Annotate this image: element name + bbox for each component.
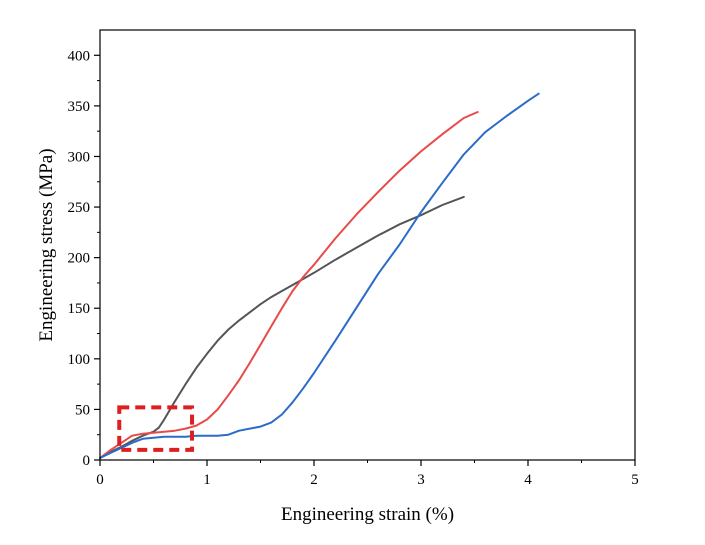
x-tick-label: 2 bbox=[310, 472, 318, 488]
highlight-dashed-box bbox=[117, 405, 195, 452]
x-axis-title: Engineering strain (%) bbox=[281, 504, 454, 525]
x-tick-label: 4 bbox=[524, 472, 532, 488]
x-tick-label: 5 bbox=[631, 472, 639, 488]
series-line-3 bbox=[99, 92, 540, 459]
x-tick-label: 0 bbox=[96, 472, 104, 488]
y-tick-label: 50 bbox=[75, 402, 90, 418]
annotation-layer bbox=[117, 405, 195, 452]
y-tick-label: 150 bbox=[68, 301, 91, 317]
y-axis-title: Engineering stress (MPa) bbox=[36, 148, 57, 341]
plot-frame bbox=[99, 29, 636, 461]
series-layer bbox=[99, 92, 540, 459]
y-tick-label: 400 bbox=[68, 48, 91, 64]
y-tick-label: 350 bbox=[68, 99, 91, 115]
y-tick-label: 100 bbox=[68, 352, 91, 368]
series-line-1 bbox=[99, 195, 465, 459]
series-line-2 bbox=[99, 111, 479, 459]
x-tick-label: 3 bbox=[417, 472, 425, 488]
y-tick-label: 250 bbox=[68, 200, 91, 216]
y-tick-label: 200 bbox=[68, 251, 91, 267]
y-tick-label: 0 bbox=[83, 453, 91, 469]
y-tick-label: 300 bbox=[68, 149, 91, 165]
x-tick-label: 1 bbox=[203, 472, 211, 488]
